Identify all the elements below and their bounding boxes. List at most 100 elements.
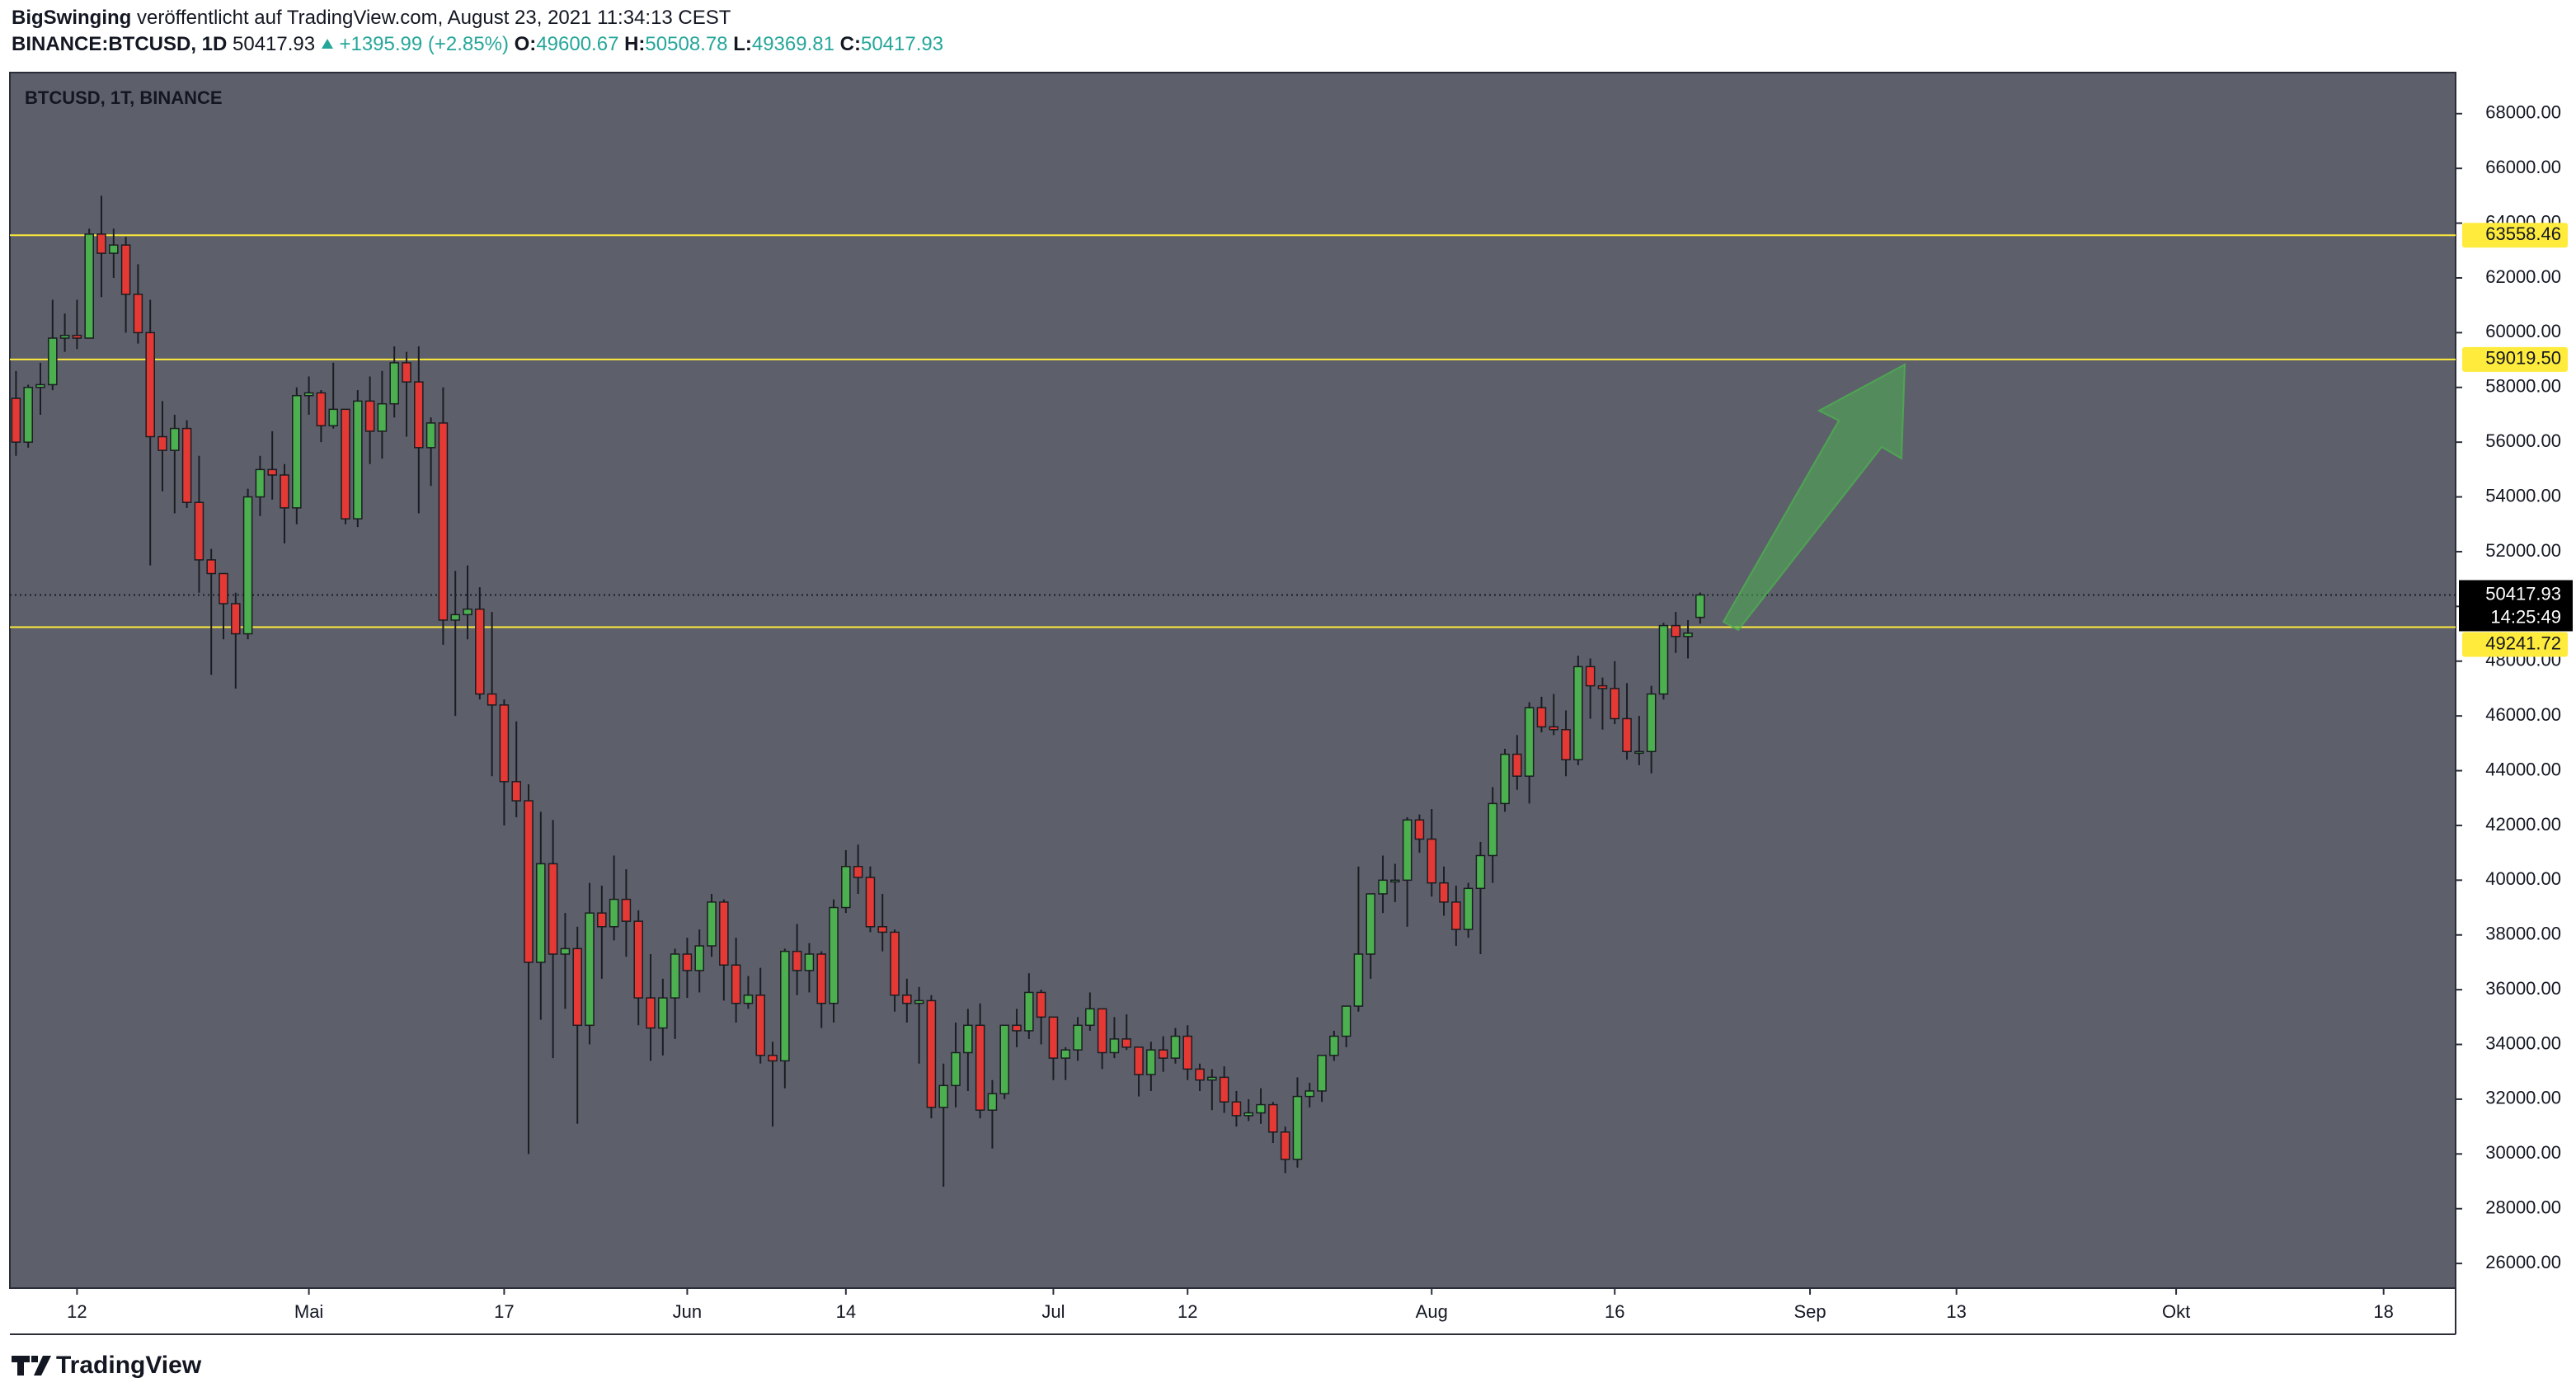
candle-body — [902, 995, 912, 1004]
candle-body — [364, 400, 375, 432]
candle-body — [341, 408, 350, 520]
candle-body — [1646, 693, 1657, 753]
candle-body — [1671, 624, 1681, 637]
candle-body — [402, 362, 411, 383]
level-tag — [2462, 632, 2568, 657]
y-tick-label: 28000.00 — [2485, 1197, 2561, 1218]
change: +1395.99 (+2.85%) — [321, 33, 509, 55]
x-tick-label: Mai — [294, 1301, 323, 1322]
x-tick-label: 12 — [1178, 1301, 1197, 1322]
ohlc-value: 50417.93 — [860, 33, 944, 55]
candle-body — [853, 865, 863, 878]
candle-body — [242, 496, 253, 635]
candle-body — [1341, 1005, 1351, 1037]
candle-body — [1317, 1055, 1327, 1092]
y-tick-label: 52000.00 — [2485, 540, 2561, 561]
candle-body — [1427, 838, 1437, 884]
y-tick-label: 34000.00 — [2485, 1032, 2561, 1053]
y-tick-label: 58000.00 — [2485, 376, 2561, 397]
candle-body — [536, 863, 546, 963]
y-tick-label: 68000.00 — [2485, 102, 2561, 123]
candle-body — [487, 693, 497, 706]
candle-body — [938, 1084, 949, 1108]
candle-body — [1500, 753, 1510, 805]
candle-body — [1585, 665, 1596, 687]
candle-body — [1402, 819, 1413, 882]
up-triangle — [321, 39, 333, 49]
brand: TradingView — [56, 1352, 202, 1379]
candle-body — [743, 995, 754, 1004]
chart-title: BTCUSD, 1T, BINANCE — [25, 87, 223, 108]
candle-body — [1549, 726, 1559, 731]
candle-body — [682, 953, 693, 971]
last-price-label: 50417.93 — [2485, 583, 2561, 604]
candle-body — [1439, 882, 1449, 903]
level-tag — [2462, 223, 2568, 248]
candle-body — [1060, 1049, 1071, 1059]
last-price-tag — [2459, 580, 2573, 632]
y-tick-label: 62000.00 — [2485, 266, 2561, 287]
x-tick-label: Aug — [1416, 1301, 1448, 1322]
candle-body — [414, 381, 424, 449]
published: veröffentlicht auf TradingView.com, Augu… — [136, 7, 731, 29]
candle-body — [1085, 1008, 1095, 1027]
candle-body — [877, 926, 888, 933]
levels — [10, 234, 2456, 628]
y-tick-label: 46000.00 — [2485, 704, 2561, 725]
candle-body — [1658, 624, 1669, 695]
candle-body — [1109, 1038, 1120, 1054]
candle-body — [1170, 1035, 1181, 1059]
candle-body — [1524, 707, 1535, 777]
x-tick-label: Okt — [2162, 1301, 2190, 1322]
candle-body — [1622, 717, 1632, 753]
x-tick-label: 18 — [2373, 1301, 2393, 1322]
candle-body — [621, 898, 632, 922]
candle-body — [670, 953, 680, 999]
candle-body — [1207, 1076, 1217, 1081]
candle-body — [829, 906, 839, 1004]
candle-body — [780, 950, 790, 1062]
candle-body — [1512, 753, 1522, 777]
candle-body — [707, 901, 717, 947]
candle-body — [1573, 665, 1583, 761]
candle-body — [133, 294, 143, 334]
y-tick-label: 36000.00 — [2485, 978, 2561, 999]
ohlc-label: L: — [733, 33, 752, 55]
candle-body — [646, 997, 656, 1029]
candle-body — [585, 912, 595, 1027]
candle-body — [951, 1051, 961, 1087]
candle-body — [475, 608, 485, 695]
candle-body — [719, 901, 729, 966]
candle-body — [1134, 1046, 1144, 1075]
y-tick-label: 54000.00 — [2485, 485, 2561, 506]
candle-body — [572, 948, 583, 1027]
symbol: BINANCE:BTCUSD, 1D — [12, 33, 228, 55]
candle-body — [1243, 1112, 1254, 1117]
y-tick-label: 60000.00 — [2485, 321, 2561, 341]
candle-body — [1488, 802, 1498, 857]
candle-body — [280, 474, 289, 509]
candle-body — [206, 559, 216, 575]
level-label: 63558.46 — [2485, 223, 2561, 244]
candle-body — [328, 408, 338, 427]
candle-body — [425, 422, 436, 449]
candle-body — [1451, 901, 1461, 930]
candle-body — [658, 997, 668, 1029]
candle-body — [316, 392, 327, 427]
candle-body — [389, 362, 399, 405]
x-tick-label: 14 — [836, 1301, 856, 1322]
candle-body — [1024, 991, 1034, 1032]
ohlc-label: C: — [839, 33, 861, 55]
candle-body — [353, 400, 363, 520]
candle-body — [231, 603, 241, 635]
candle-body — [292, 394, 302, 509]
y-tick-label: 32000.00 — [2485, 1088, 2561, 1108]
footer-logo: TradingView — [12, 1352, 202, 1379]
candle-body — [768, 1055, 778, 1062]
y-tick-label: 44000.00 — [2485, 759, 2561, 779]
candle-body — [377, 402, 388, 432]
level-label: 59019.50 — [2485, 348, 2561, 369]
candle-body — [170, 427, 180, 451]
candle-body — [1414, 819, 1425, 840]
